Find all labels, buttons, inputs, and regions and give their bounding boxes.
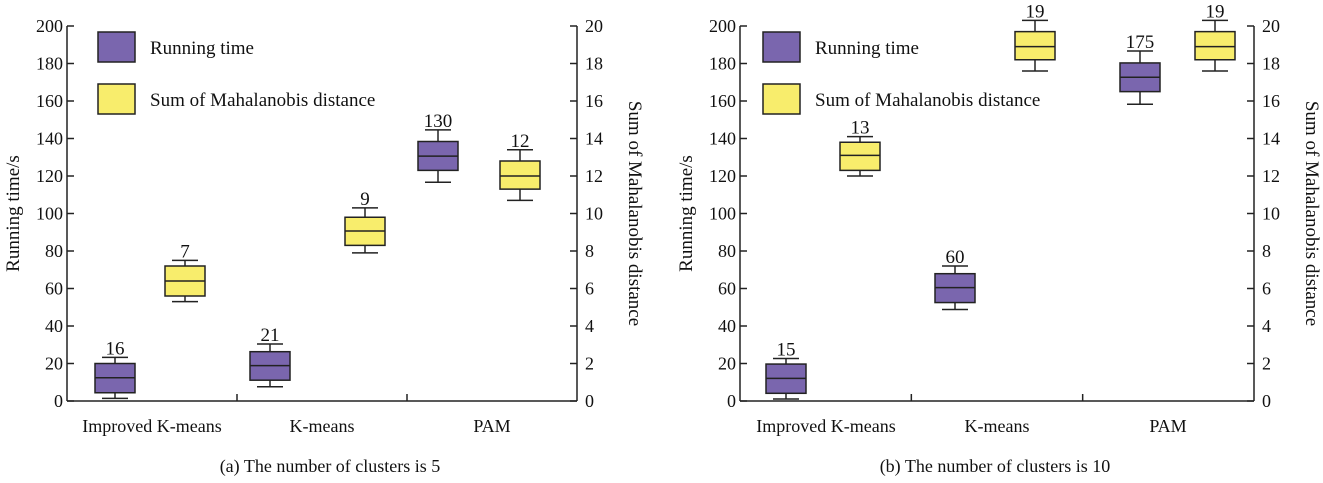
- y2-tick-label: 14: [585, 129, 603, 149]
- legend-label: Running time: [815, 38, 919, 59]
- data-label: 15: [777, 339, 796, 360]
- y-tick-label: 0: [54, 391, 63, 411]
- y-tick-label: 200: [709, 16, 736, 36]
- y2-tick-label: 0: [1262, 391, 1271, 411]
- y2-tick-label: 6: [585, 279, 594, 299]
- data-label: 16: [106, 338, 125, 359]
- data-label: 19: [1026, 1, 1045, 22]
- box-plot-running-time: 16: [94, 338, 136, 400]
- y-tick-label: 160: [36, 91, 63, 111]
- data-label: 21: [261, 325, 280, 346]
- y-tick-label: 20: [45, 354, 63, 374]
- y-axis-title: Running time/s: [676, 155, 697, 272]
- y-tick-label: 80: [718, 241, 736, 261]
- box-iqr: [499, 160, 541, 190]
- legend-label: Sum of Mahalanobis distance: [150, 90, 375, 111]
- box-plot-running-time: 21: [249, 325, 291, 388]
- chart-panel-a: 0 20 40 60 80 100 120 140 160 180 200 0 2 4 6 8 10 12 14 16…: [3, 16, 645, 477]
- y-tick-label: 140: [36, 129, 63, 149]
- box-plot-mahalanobis: 12: [499, 131, 541, 202]
- legend-swatch: [762, 83, 801, 115]
- data-label: 130: [424, 111, 453, 132]
- box-plot-mahalanobis: 19: [1014, 1, 1056, 72]
- box-plot-mahalanobis: 7: [164, 241, 206, 303]
- box-iqr: [839, 141, 881, 172]
- y2-tick-label: 16: [585, 91, 603, 111]
- y2-tick-label: 10: [585, 204, 603, 224]
- y-axis-title: Running time/s: [3, 155, 24, 272]
- y2-tick-label: 12: [585, 166, 603, 186]
- box-iqr: [1014, 30, 1056, 61]
- y2-tick-label: 6: [1262, 279, 1271, 299]
- box-plot-running-time: 175: [1119, 32, 1161, 105]
- y-tick-label: 120: [36, 166, 63, 186]
- y2-tick-label: 4: [585, 316, 594, 336]
- y2-tick-label: 12: [1262, 166, 1280, 186]
- y2-tick-label: 10: [1262, 204, 1280, 224]
- y2-tick-label: 4: [1262, 316, 1271, 336]
- y-tick-label: 180: [709, 54, 736, 74]
- y2-tick-label: 0: [585, 391, 594, 411]
- y-tick-label: 200: [36, 16, 63, 36]
- box-plot-mahalanobis: 19: [1194, 1, 1236, 72]
- y2-tick-label: 16: [1262, 91, 1280, 111]
- box-plot-mahalanobis: 9: [344, 189, 386, 254]
- y-tick-label: 60: [45, 279, 63, 299]
- legend: Running time Sum of Mahalanobis distance: [762, 31, 1040, 115]
- y-tick-label: 180: [36, 54, 63, 74]
- box-plot-running-time: 15: [765, 339, 807, 400]
- data-label: 13: [851, 118, 870, 139]
- y-tick-label: 60: [718, 279, 736, 299]
- legend: Running time Sum of Mahalanobis distance: [97, 31, 375, 115]
- data-label: 60: [946, 247, 965, 268]
- data-label: 12: [511, 131, 530, 152]
- data-label: 19: [1206, 1, 1225, 22]
- y2-axis-title: Sum of Mahalanobis distance: [1301, 101, 1322, 326]
- x-tick-label: K-means: [290, 416, 355, 436]
- legend-label: Sum of Mahalanobis distance: [815, 90, 1040, 111]
- y-tick-label: 80: [45, 241, 63, 261]
- chart-caption: (a) The number of clusters is 5: [220, 456, 441, 477]
- box-iqr: [1194, 30, 1236, 61]
- y-tick-label: 40: [45, 316, 63, 336]
- legend-swatch: [97, 83, 136, 115]
- y-tick-label: 100: [36, 204, 63, 224]
- y2-tick-label: 20: [585, 16, 603, 36]
- legend-swatch: [97, 31, 136, 63]
- y2-tick-label: 8: [1262, 241, 1271, 261]
- y2-tick-label: 18: [1262, 54, 1280, 74]
- box-plot-running-time: 60: [934, 247, 976, 311]
- data-label: 7: [180, 241, 190, 262]
- y-tick-label: 0: [727, 391, 736, 411]
- data-label: 9: [360, 189, 370, 210]
- y-tick-label: 140: [709, 129, 736, 149]
- y2-tick-label: 18: [585, 54, 603, 74]
- y2-tick-label: 20: [1262, 16, 1280, 36]
- chart-panel-b: 0 20 40 60 80 100 120 140 160 180 200 0 2 4 6 8 10 12 14 16…: [676, 1, 1322, 477]
- chart-caption: (b) The number of clusters is 10: [880, 456, 1111, 477]
- y2-tick-label: 2: [585, 354, 594, 374]
- data-label: 175: [1126, 32, 1155, 53]
- x-tick-label: Improved K-means: [82, 416, 221, 436]
- y-tick-label: 20: [718, 354, 736, 374]
- y2-tick-label: 2: [1262, 354, 1271, 374]
- y-tick-label: 100: [709, 204, 736, 224]
- y2-axis-title: Sum of Mahalanobis distance: [624, 101, 645, 326]
- y2-tick-label: 8: [585, 241, 594, 261]
- x-tick-label: PAM: [473, 416, 510, 436]
- box-plot-running-time: 130: [417, 111, 459, 183]
- x-tick-label: Improved K-means: [756, 416, 895, 436]
- legend-label: Running time: [150, 38, 254, 59]
- legend-swatch: [762, 31, 801, 63]
- y-tick-label: 120: [709, 166, 736, 186]
- box-plot-mahalanobis: 13: [839, 118, 881, 177]
- y-tick-label: 160: [709, 91, 736, 111]
- x-tick-label: K-means: [965, 416, 1030, 436]
- y-tick-label: 40: [718, 316, 736, 336]
- y2-tick-label: 14: [1262, 129, 1280, 149]
- x-tick-label: PAM: [1149, 416, 1186, 436]
